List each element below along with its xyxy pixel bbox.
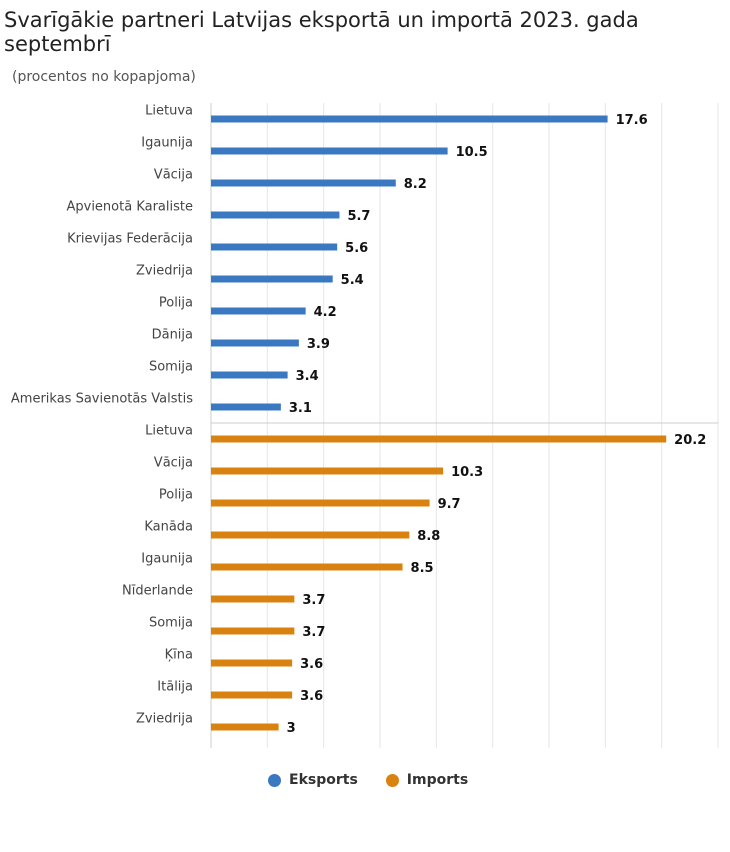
- data-label: 5.7: [347, 209, 370, 224]
- category-label: Ķīna: [165, 648, 193, 663]
- bar: [211, 403, 281, 411]
- bar: [211, 275, 333, 283]
- category-label: Polija: [159, 488, 193, 503]
- data-label: 3.7: [302, 625, 325, 640]
- bar: [211, 243, 338, 251]
- chart-title: Svarīgākie partneri Latvijas eksportā un…: [4, 8, 639, 56]
- bar: [211, 435, 667, 443]
- bar: [211, 659, 293, 667]
- category-label: Kanāda: [144, 520, 193, 535]
- bar: [211, 563, 403, 571]
- data-label: 4.2: [314, 305, 337, 320]
- data-label: 5.6: [345, 241, 368, 256]
- bar: [211, 467, 444, 475]
- bar: [211, 115, 608, 123]
- data-label: 8.8: [417, 529, 440, 544]
- category-label: Apvienotā Karaliste: [66, 200, 193, 215]
- data-label: 3.4: [296, 369, 319, 384]
- bar: [211, 723, 279, 731]
- legend-item-imports[interactable]: Imports: [385, 772, 469, 788]
- category-label: Itālija: [157, 680, 193, 695]
- bar: [211, 371, 288, 379]
- bar: [211, 339, 299, 347]
- data-label: 8.5: [411, 561, 434, 576]
- chart-subtitle: (procentos no kopapjoma): [12, 69, 196, 85]
- legend-label-imports: Imports: [406, 772, 469, 788]
- data-label: 20.2: [674, 433, 706, 448]
- data-label: 3.6: [300, 689, 323, 704]
- data-label: 3: [287, 721, 296, 736]
- bar: [211, 147, 448, 155]
- category-label: Igaunija: [141, 136, 193, 151]
- category-label: Lietuva: [145, 424, 193, 439]
- category-label: Somija: [149, 616, 193, 631]
- data-label: 3.9: [307, 337, 330, 352]
- bar: [211, 627, 295, 635]
- data-label: 10.5: [456, 145, 488, 160]
- data-label: 3.7: [302, 593, 325, 608]
- data-label: 5.4: [341, 273, 364, 288]
- category-label: Lietuva: [145, 104, 193, 119]
- legend-swatch-imports: [385, 773, 399, 787]
- bar-chart: Lietuva 17.6 Igaunija 10.5 Vācija 8.2 Apvienot…: [11, 103, 719, 748]
- data-label: 9.7: [438, 497, 461, 512]
- legend-swatch-eksports: [268, 773, 281, 787]
- category-label: Vācija: [154, 168, 193, 183]
- category-label: Polija: [159, 296, 193, 311]
- category-label: Zviedrija: [136, 712, 193, 727]
- bar: [211, 499, 430, 507]
- data-label: 3.1: [289, 401, 312, 416]
- data-label: 3.6: [300, 657, 323, 672]
- category-label: Igaunija: [141, 552, 193, 567]
- bar: [211, 307, 306, 315]
- bar: [211, 211, 340, 219]
- legend-item-eksports[interactable]: Eksports: [268, 772, 358, 788]
- category-label: Nīderlande: [122, 584, 193, 599]
- category-label: Zviedrija: [136, 264, 193, 279]
- legend: Eksports Imports: [268, 772, 468, 788]
- bar: [211, 595, 295, 603]
- data-label: 10.3: [451, 465, 483, 480]
- legend-label-eksports: Eksports: [289, 772, 358, 788]
- category-label: Vācija: [154, 456, 193, 471]
- bar: [211, 691, 293, 699]
- category-label: Dānija: [152, 328, 193, 343]
- data-label: 8.2: [404, 177, 427, 192]
- bar: [211, 179, 396, 187]
- category-label: Krievijas Federācija: [67, 232, 193, 247]
- bar: [211, 531, 410, 539]
- category-label: Somija: [149, 360, 193, 375]
- data-label: 17.6: [616, 113, 648, 128]
- category-label: Amerikas Savienotās Valstis: [11, 392, 193, 407]
